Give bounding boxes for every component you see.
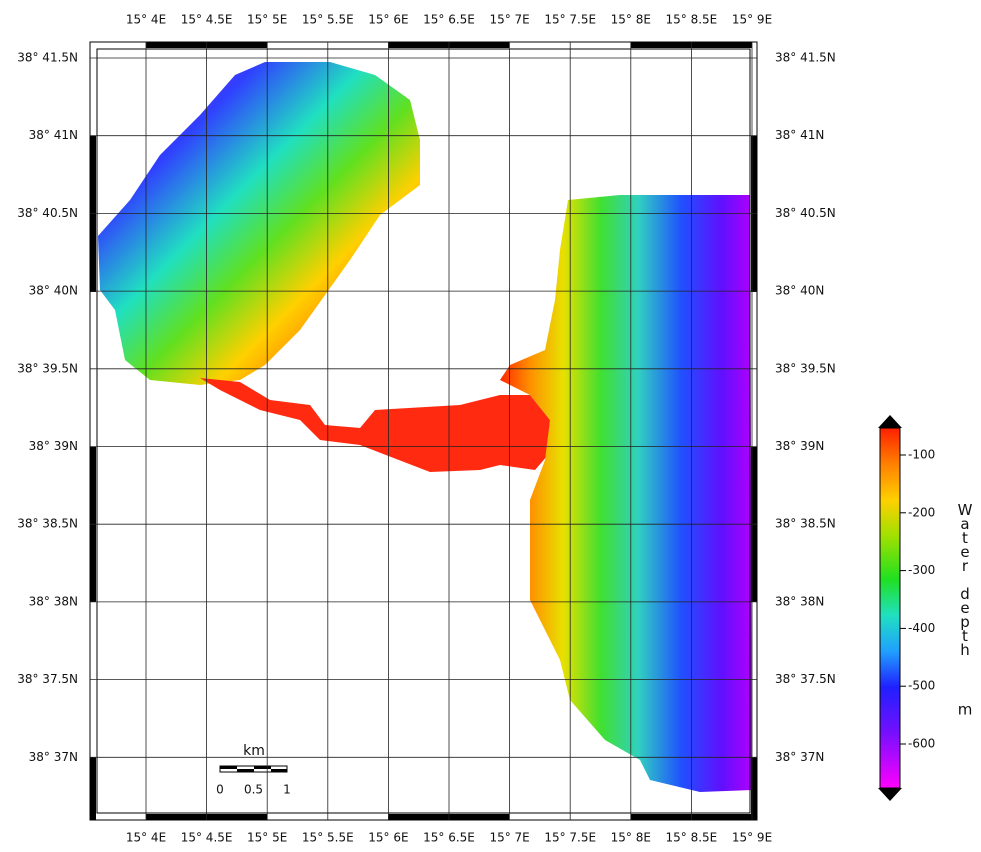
- latitude-label-left: 38° 41.5N: [17, 51, 78, 65]
- longitude-label-top: 15° 4.5E: [181, 13, 233, 27]
- latitude-label-right: 38° 40N: [775, 284, 824, 298]
- longitude-label-top: 15° 6E: [368, 13, 408, 27]
- latitude-label-left: 38° 37N: [29, 750, 78, 764]
- latitude-label-left: 38° 39.5N: [17, 361, 78, 375]
- scale-label: 0: [216, 783, 224, 797]
- longitude-label-top: 15° 5.5E: [302, 13, 354, 27]
- longitude-label-top: 15° 9E: [732, 13, 772, 27]
- latitude-label-right: 38° 40.5N: [775, 206, 836, 220]
- latitude-label-left: 38° 40.5N: [17, 206, 78, 220]
- scale-unit: km: [243, 743, 265, 759]
- colorbar-label: -500: [908, 679, 935, 693]
- longitude-label-bottom: 15° 5.5E: [302, 831, 354, 845]
- longitude-label-bottom: 15° 5E: [247, 831, 287, 845]
- latitude-label-left: 38° 39N: [29, 439, 78, 453]
- colorbar-label: -100: [908, 448, 935, 462]
- latitude-label-left: 38° 37.5N: [17, 672, 78, 686]
- longitude-label-bottom: 15° 6.5E: [423, 831, 475, 845]
- bathymetry-east: [500, 195, 752, 792]
- longitude-label-bottom: 15° 4.5E: [181, 831, 233, 845]
- bathymetry-channel: [200, 378, 550, 472]
- colorbar-label: -400: [908, 621, 935, 635]
- colorbar-label: -300: [908, 563, 935, 577]
- latitude-label-left: 38° 38.5N: [17, 517, 78, 531]
- scale-bar: [220, 766, 287, 772]
- latitude-label-right: 38° 41.5N: [775, 51, 836, 65]
- longitude-label-top: 15° 7E: [489, 13, 529, 27]
- longitude-label-bottom: 15° 9E: [732, 831, 772, 845]
- longitude-label-bottom: 15° 8.5E: [666, 831, 718, 845]
- latitude-label-right: 38° 37N: [775, 750, 824, 764]
- longitude-label-top: 15° 7.5E: [544, 13, 596, 27]
- latitude-label-left: 38° 38N: [29, 594, 78, 608]
- latitude-label-left: 38° 40N: [29, 284, 78, 298]
- longitude-label-bottom: 15° 7.5E: [544, 831, 596, 845]
- longitude-label-top: 15° 8.5E: [666, 13, 718, 27]
- longitude-label-bottom: 15° 4E: [126, 831, 166, 845]
- map-figure: km Water depth m 15° 4E 15° 4E 15° 4.5E 15°…: [0, 0, 981, 852]
- colorbar: [878, 415, 902, 801]
- longitude-label-bottom: 15° 6E: [368, 831, 408, 845]
- latitude-label-right: 38° 38N: [775, 594, 824, 608]
- scale-label: 1: [283, 783, 291, 797]
- colorbar-label: -600: [908, 737, 935, 751]
- longitude-label-top: 15° 6.5E: [423, 13, 475, 27]
- latitude-label-right: 38° 39.5N: [775, 361, 836, 375]
- longitude-label-top: 15° 5E: [247, 13, 287, 27]
- latitude-label-right: 38° 41N: [775, 128, 824, 142]
- latitude-label-right: 38° 37.5N: [775, 672, 836, 686]
- latitude-label-right: 38° 39N: [775, 439, 824, 453]
- colorbar-label: -200: [908, 505, 935, 519]
- latitude-label-right: 38° 38.5N: [775, 517, 836, 531]
- longitude-label-bottom: 15° 8E: [611, 831, 651, 845]
- colorbar-unit: m: [958, 701, 973, 719]
- latitude-label-left: 38° 41N: [29, 128, 78, 142]
- scale-label: 0.5: [244, 783, 263, 797]
- longitude-label-bottom: 15° 7E: [489, 831, 529, 845]
- longitude-label-top: 15° 4E: [126, 13, 166, 27]
- longitude-label-top: 15° 8E: [611, 13, 651, 27]
